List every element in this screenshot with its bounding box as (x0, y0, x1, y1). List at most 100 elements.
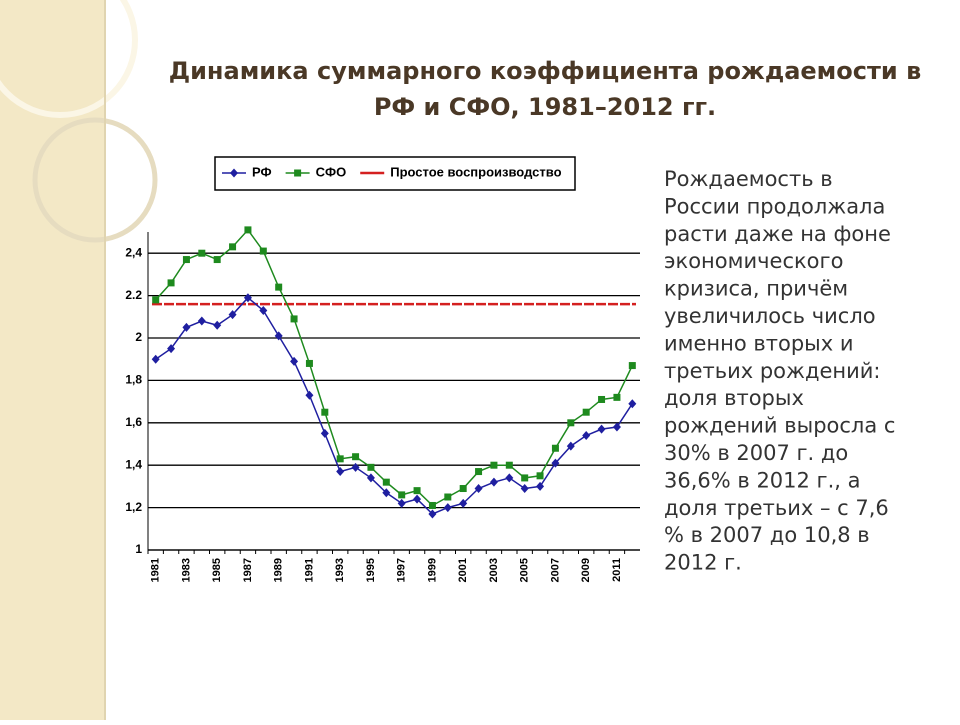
body-text: 30% в 2007 г. до (664, 441, 848, 465)
y-tick-label: 2,4 (125, 245, 142, 259)
data-point (167, 279, 175, 287)
data-point (290, 356, 299, 366)
x-tick-label: 2001 (457, 558, 469, 582)
data-point (413, 494, 422, 504)
x-tick-label: 2005 (519, 558, 531, 582)
x-tick-label: 1989 (273, 558, 285, 582)
data-point (582, 431, 591, 441)
data-point (213, 320, 222, 330)
x-tick-label: 2007 (549, 558, 561, 582)
x-tick-label: 1997 (396, 558, 408, 582)
x-tick-label: 1995 (365, 558, 377, 582)
body-text: доля вторых (664, 386, 804, 410)
body-text: России продолжала (664, 194, 885, 218)
decor-circle (0, 0, 138, 118)
data-point (397, 498, 406, 508)
data-point (582, 408, 590, 416)
data-point (197, 316, 206, 326)
data-point (459, 498, 468, 508)
series-line (155, 296, 633, 515)
body-text: экономического (664, 249, 843, 273)
body-text: % в 2007 до 10,8 в (664, 523, 870, 547)
data-point (413, 487, 421, 495)
data-point (336, 455, 344, 463)
data-point (152, 296, 160, 304)
data-point (505, 473, 514, 483)
data-point (613, 393, 621, 401)
data-point (336, 467, 345, 477)
y-tick-label: 2 (135, 330, 142, 344)
data-point (474, 484, 483, 494)
data-point (612, 422, 621, 432)
data-point (551, 444, 559, 452)
data-point (244, 226, 252, 234)
data-point (367, 463, 375, 471)
body-text: 36,6% в 2012 г., а (664, 468, 861, 492)
data-point (243, 293, 252, 303)
data-point (321, 408, 329, 416)
slide-title: Динамика суммарного коэффициента рождаем… (169, 57, 922, 85)
y-tick-label: 1,6 (125, 415, 142, 429)
data-point (536, 472, 544, 480)
data-point (598, 395, 606, 403)
body-text: кризиса, причём (664, 277, 848, 301)
body-text: рождений выросла с (664, 414, 895, 438)
data-point (366, 473, 375, 483)
legend-label: РФ (252, 164, 272, 179)
legend-box (214, 156, 576, 191)
data-point (182, 322, 191, 332)
x-tick-label: 1999 (426, 558, 438, 582)
data-point (151, 354, 160, 364)
body-text: третьих рождений: (664, 359, 880, 383)
data-point (628, 399, 637, 409)
x-tick-label: 1987 (242, 558, 254, 582)
legend-label: СФО (316, 164, 347, 179)
y-tick-label: 2.2 (125, 288, 142, 302)
data-point (628, 362, 636, 370)
y-tick-label: 1,4 (125, 457, 142, 471)
data-point (351, 462, 360, 472)
x-tick-label: 1993 (334, 558, 346, 582)
decor-circle (32, 117, 158, 243)
y-tick-label: 1 (135, 542, 142, 556)
data-point (382, 488, 391, 498)
data-point (521, 474, 529, 482)
legend-label: Простое воспроизводство (390, 164, 561, 179)
data-point (536, 481, 545, 491)
x-tick-label: 1981 (150, 558, 162, 582)
x-tick-label: 2009 (580, 558, 592, 582)
data-point (320, 428, 329, 438)
data-point (259, 305, 268, 315)
data-point (444, 493, 452, 501)
series-line (155, 228, 633, 507)
data-point (259, 247, 267, 255)
data-point (305, 359, 313, 367)
data-point (428, 501, 436, 509)
body-text: именно вторых и (664, 331, 854, 355)
y-tick-label: 1,8 (125, 373, 142, 387)
data-point (198, 249, 206, 257)
data-point (228, 310, 237, 320)
data-point (182, 256, 190, 264)
body-text: увеличилось число (664, 304, 876, 328)
x-tick-label: 2003 (488, 558, 500, 582)
data-point (274, 331, 283, 341)
data-point (352, 453, 360, 461)
data-point (475, 468, 483, 476)
x-tick-label: 1983 (180, 558, 192, 582)
data-point (398, 491, 406, 499)
body-text: Рождаемость в (664, 167, 833, 191)
slide-title: РФ и СФО, 1981–2012 гг. (374, 93, 716, 121)
x-tick-label: 2011 (611, 558, 623, 582)
data-point (294, 169, 302, 177)
x-tick-label: 1985 (211, 558, 223, 582)
data-point (305, 390, 314, 400)
data-point (290, 315, 298, 323)
data-point (566, 441, 575, 451)
data-point (505, 461, 513, 469)
data-point (229, 243, 237, 251)
body-text: 2012 г. (664, 551, 742, 575)
data-point (597, 424, 606, 434)
data-point (167, 344, 176, 354)
